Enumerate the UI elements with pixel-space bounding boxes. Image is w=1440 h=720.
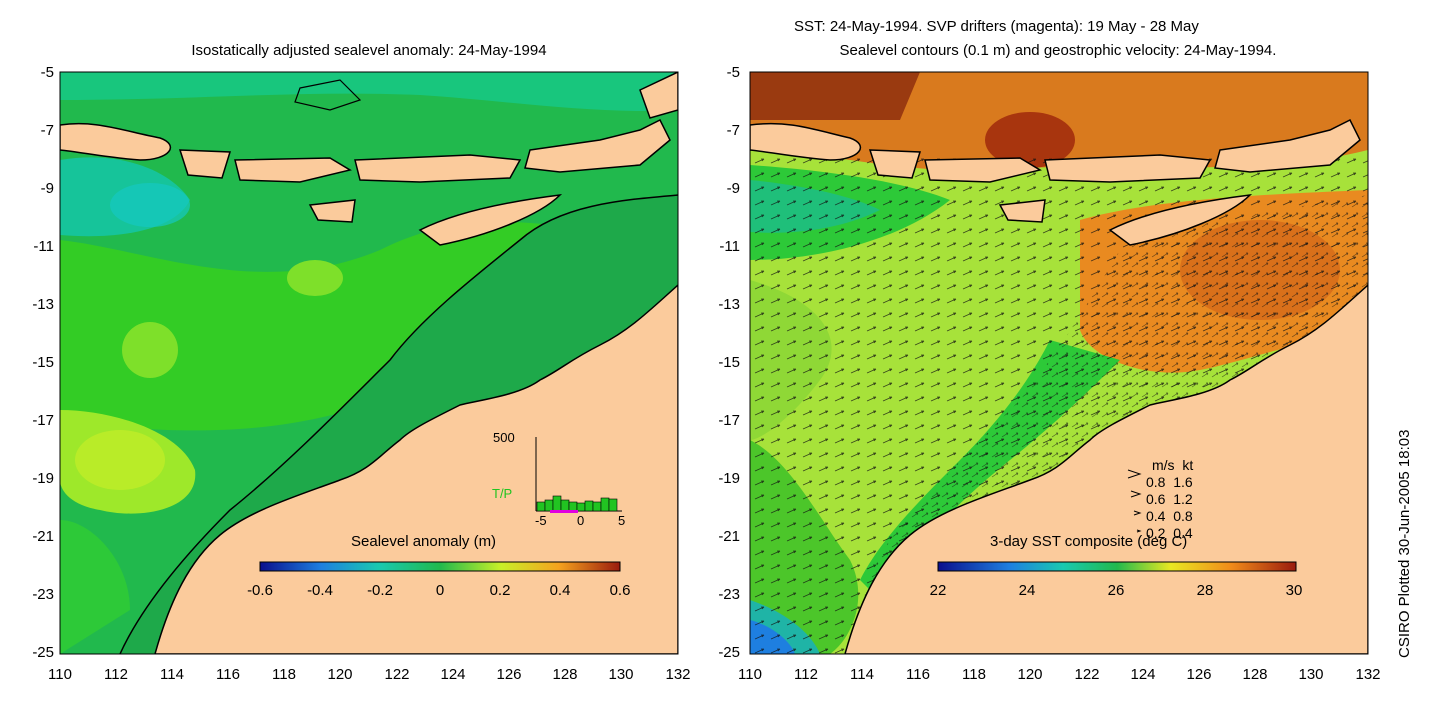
x-tick-label: 118 <box>272 666 296 683</box>
y-tick-label: -19 <box>32 470 54 487</box>
x-tick-label: 128 <box>552 666 578 683</box>
x-tick-label: 130 <box>608 666 634 683</box>
x-tick-label: 124 <box>440 666 466 683</box>
x-tick-label: 122 <box>1074 666 1100 683</box>
speed-legend-row: 0.8 1.6 <box>1146 474 1193 490</box>
inset-xtick-label: 5 <box>618 513 626 528</box>
x-tick-label: 114 <box>850 666 874 683</box>
x-tick-label: 124 <box>1130 666 1156 683</box>
inset-xtick-label: -5 <box>535 513 547 528</box>
x-tick-label: 110 <box>48 666 72 683</box>
x-tick-label: 126 <box>496 666 522 683</box>
y-tick-label: -17 <box>718 412 740 429</box>
x-tick-label: 122 <box>384 666 410 683</box>
tp-inset-histogram <box>535 437 622 513</box>
y-tick-label: -15 <box>32 354 54 371</box>
sla-colorbar-tick: 0 <box>435 582 445 599</box>
x-tick-label: 112 <box>104 666 128 683</box>
speed-legend-header: m/s kt <box>1152 457 1194 473</box>
y-tick-label: -5 <box>40 64 54 81</box>
y-tick-label: -25 <box>32 644 54 661</box>
y-tick-label: -11 <box>33 238 54 255</box>
x-tick-label: 114 <box>160 666 184 683</box>
sst-colorbar-tick: 30 <box>1285 582 1303 599</box>
sst-colorbar <box>937 561 1297 572</box>
sla-colorbar-label: Sealevel anomaly (m) <box>351 533 497 550</box>
y-tick-label: -13 <box>32 296 54 313</box>
plot-credit: CSIRO Plotted 30-Jun-2005 18:03 <box>1396 429 1413 658</box>
y-tick-label: -9 <box>40 180 54 197</box>
sla-colorbar <box>259 561 621 572</box>
y-tick-label: -9 <box>726 180 740 197</box>
x-tick-label: 128 <box>1242 666 1268 683</box>
inset-xtick-label: 0 <box>577 513 585 528</box>
left-map-title: Isostatically adjusted sealevel anomaly:… <box>191 42 547 59</box>
y-tick-label: -23 <box>718 586 740 603</box>
speed-legend-row: 0.6 1.2 <box>1146 491 1193 507</box>
x-tick-label: 112 <box>794 666 818 683</box>
sla-colorbar-tick: 0.6 <box>609 582 631 599</box>
speed-legend-row: 0.4 0.8 <box>1146 508 1193 524</box>
speed-legend-arrows <box>1127 469 1142 533</box>
x-tick-label: 116 <box>906 666 930 683</box>
sst-colorbar-tick: 28 <box>1196 582 1214 599</box>
x-tick-label: 120 <box>327 666 353 683</box>
sla-colorbar-tick: 0.2 <box>489 582 511 599</box>
y-tick-label: -25 <box>718 644 740 661</box>
y-tick-label: -19 <box>718 470 740 487</box>
right-map-title-line2: Sealevel contours (0.1 m) and geostrophi… <box>839 42 1277 59</box>
y-tick-label: -17 <box>32 412 54 429</box>
sla-colorbar-tick: -0.6 <box>247 582 273 599</box>
x-tick-label: 130 <box>1298 666 1324 683</box>
y-tick-label: -15 <box>718 354 740 371</box>
x-tick-label: 126 <box>1186 666 1212 683</box>
sst-colorbar-tick: 26 <box>1107 582 1125 599</box>
inset-ymax-label: 500 <box>493 430 515 445</box>
y-tick-label: -7 <box>40 122 54 139</box>
speed-legend-row: 0.2 0.4 <box>1146 525 1193 541</box>
y-tick-label: -23 <box>32 586 54 603</box>
sst-colorbar-label: 3-day SST composite (deg C) <box>990 533 1188 550</box>
sla-colorbar-tick: -0.4 <box>307 582 333 599</box>
x-tick-label: 118 <box>962 666 986 683</box>
sst-colorbar-tick: 22 <box>929 582 947 599</box>
x-tick-label: 120 <box>1017 666 1043 683</box>
sla-colorbar-tick: 0.4 <box>549 582 571 599</box>
x-tick-label: 110 <box>738 666 762 683</box>
x-tick-label: 116 <box>216 666 240 683</box>
y-tick-label: -21 <box>32 528 54 545</box>
y-tick-label: -5 <box>726 64 740 81</box>
inset-series-label: T/P <box>492 486 513 501</box>
right-map-title-line1: SST: 24-May-1994. SVP drifters (magenta)… <box>794 18 1199 35</box>
x-tick-label: 132 <box>665 666 691 683</box>
sla-colorbar-tick: -0.2 <box>367 582 393 599</box>
y-tick-label: -7 <box>726 122 740 139</box>
y-tick-label: -11 <box>719 238 740 255</box>
sst-colorbar-tick: 24 <box>1018 582 1036 599</box>
y-tick-label: -21 <box>718 528 740 545</box>
x-tick-label: 132 <box>1355 666 1381 683</box>
y-tick-label: -13 <box>718 296 740 313</box>
